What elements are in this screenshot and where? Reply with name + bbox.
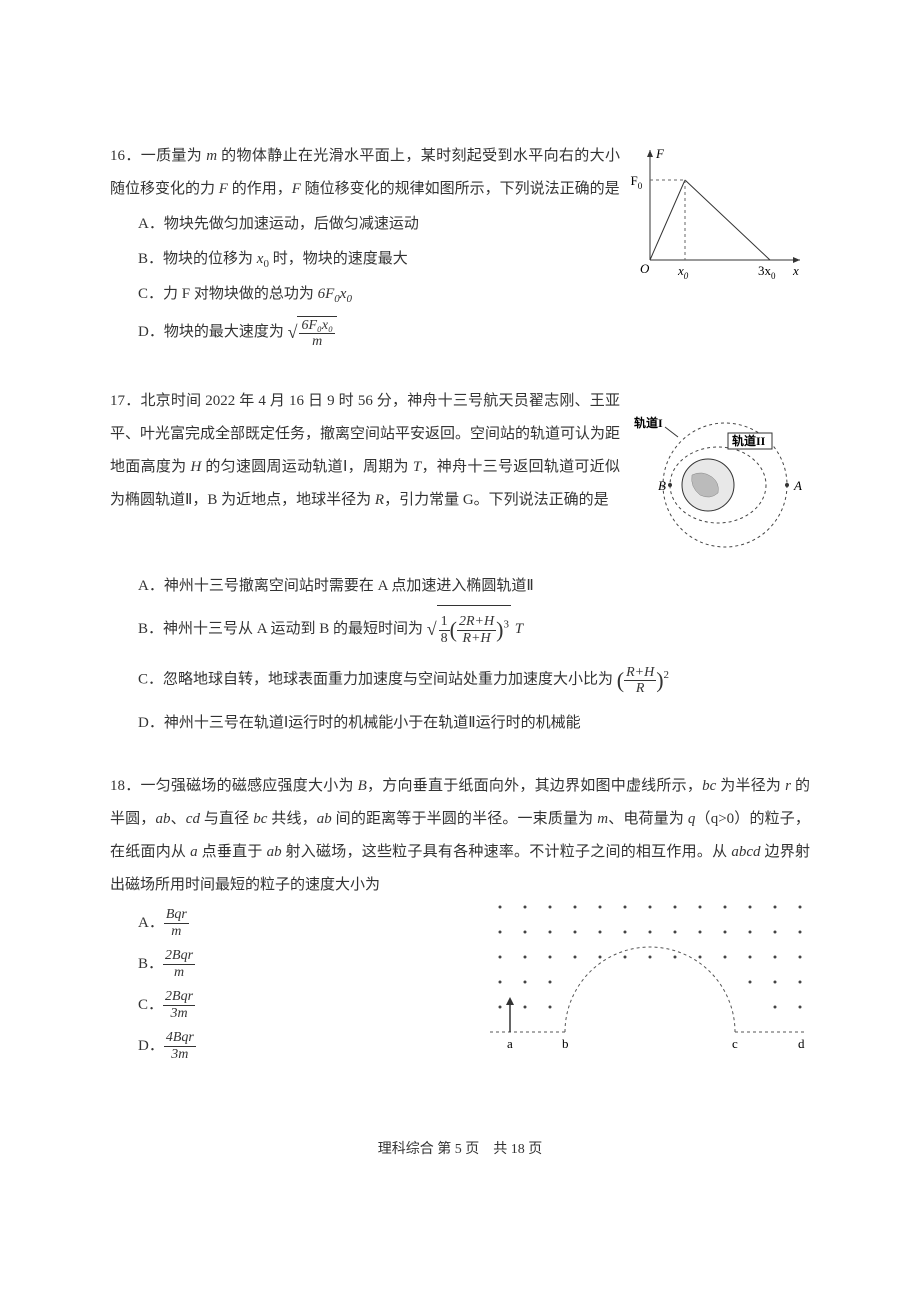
question-17: A B 轨道I 轨道II 17．北京时间 2022 年 4 月 16 日 9 时… <box>110 385 810 740</box>
q17-diagram: A B 轨道I 轨道II <box>630 415 810 568</box>
page-footer: 理科综合 第 5 页 共 18 页 <box>110 1135 810 1166</box>
q17-option-c: C．忽略地球自转，地球表面重力加速度与空间站处重力加速度大小比为 (R+HR)2 <box>138 656 810 704</box>
q17-options: A．神州十三号撤离空间站时需要在 A 点加速进入椭圆轨道Ⅱ B．神州十三号从 A… <box>138 570 810 740</box>
point-d: d <box>798 1036 805 1051</box>
axis-f-label: F <box>655 146 665 161</box>
q16-number: 16． <box>110 148 141 164</box>
orbit2-label: 轨道II <box>732 433 766 448</box>
point-b: b <box>562 1036 569 1051</box>
q18-stem: 18．一匀强磁场的磁感应强度大小为 B，方向垂直于纸面向外，其边界如图中虚线所示… <box>110 770 810 902</box>
question-18: 18．一匀强磁场的磁感应强度大小为 B，方向垂直于纸面向外，其边界如图中虚线所示… <box>110 770 810 1075</box>
q18-number: 18． <box>110 778 140 794</box>
svg-text:x0: x0 <box>677 263 689 280</box>
sqrt-expr-b: √18(2R+HR+H)3 <box>427 605 511 654</box>
ratio-expr: (R+HR)2 <box>617 672 669 688</box>
q16-graph: F 2F0 O x0 3x0 x <box>630 140 810 293</box>
point-c: c <box>732 1036 738 1051</box>
axis-x-label: x <box>792 263 799 278</box>
question-16: F 2F0 O x0 3x0 x 16．一质量为 m 的物体静止在光滑水平面上，… <box>110 140 810 355</box>
q18-diagram: a b c d <box>480 892 810 1075</box>
q17-option-b: B．神州十三号从 A 运动到 B 的最短时间为 √18(2R+HR+H)3 T <box>138 605 810 654</box>
orbit1-label: 轨道I <box>634 415 663 430</box>
svg-text:3x0: 3x0 <box>758 263 776 280</box>
q16-option-d: D．物块的最大速度为 √6F₀x₀m <box>138 313 810 353</box>
point-a-label: A <box>793 478 802 493</box>
q17-option-d: D．神州十三号在轨道Ⅰ运行时的机械能小于在轨道Ⅱ运行时的机械能 <box>138 707 810 740</box>
q17-number: 17． <box>110 393 140 409</box>
sqrt-expr: √6F₀x₀m <box>288 313 337 353</box>
point-a: a <box>507 1036 513 1051</box>
svg-text:2F0: 2F0 <box>630 173 643 191</box>
q17-option-a: A．神州十三号撤离空间站时需要在 A 点加速进入椭圆轨道Ⅱ <box>138 570 810 603</box>
point-b-label: B <box>658 478 666 493</box>
origin-label: O <box>640 261 650 276</box>
